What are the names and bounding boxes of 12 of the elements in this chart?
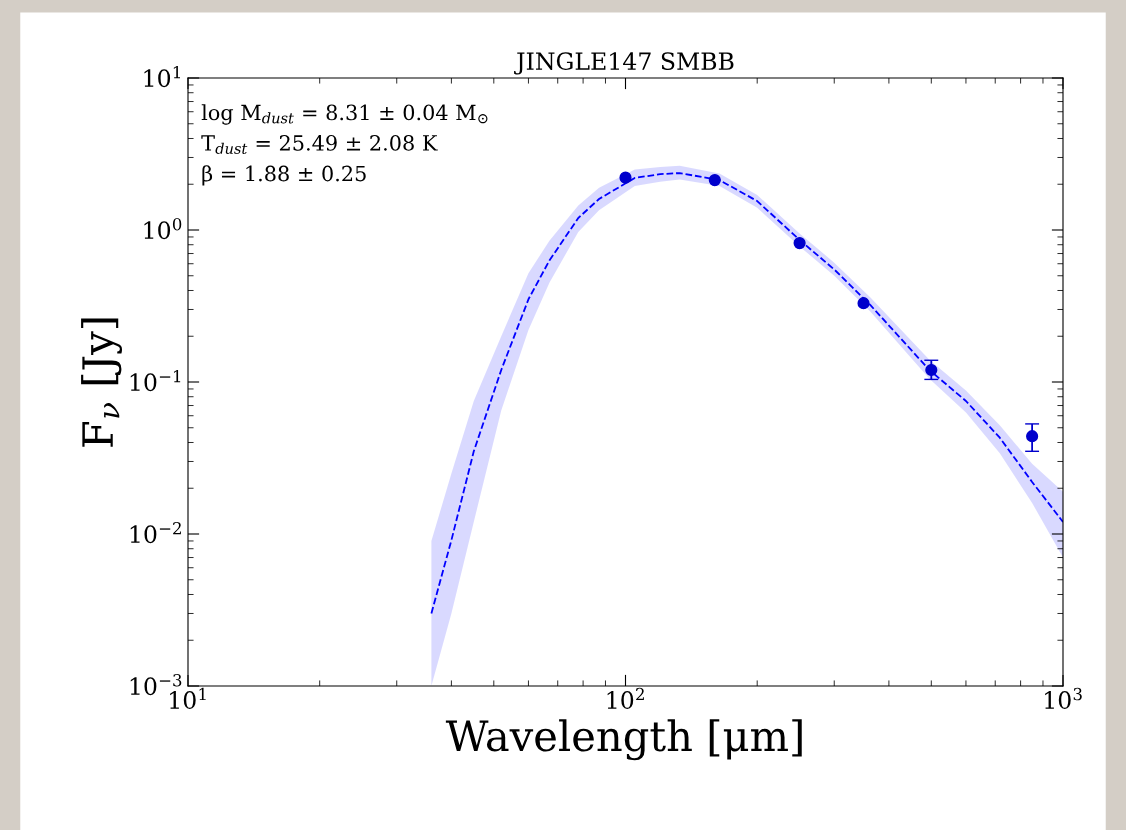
- x-tick-label: 10$^{2}$: [607, 687, 644, 709]
- chart-title: JINGLE147 SMBB: [514, 52, 734, 75]
- y-tick-label: 10$^{−1}$: [130, 369, 181, 392]
- y-axis-title: F$_{ν}$ [Jy]: [81, 318, 122, 447]
- y-tick-label: 10$^{−2}$: [130, 521, 181, 544]
- y-tick-label: 10$^{1}$: [144, 65, 181, 88]
- x-tick-label: 10$^{3}$: [1045, 687, 1082, 709]
- x-axis-title: Wavelength [μm]: [445, 719, 802, 761]
- annotation: T$_{dust}$ = 25.49 ± 2.08 K: [201, 135, 438, 154]
- y-tick-label: 10$^{0}$: [144, 217, 182, 240]
- annotation: β = 1.88 ± 0.25: [202, 165, 366, 186]
- annotation: log M$_{dust}$ = 8.31 ± 0.04 M$_{⊙}$: [201, 104, 488, 125]
